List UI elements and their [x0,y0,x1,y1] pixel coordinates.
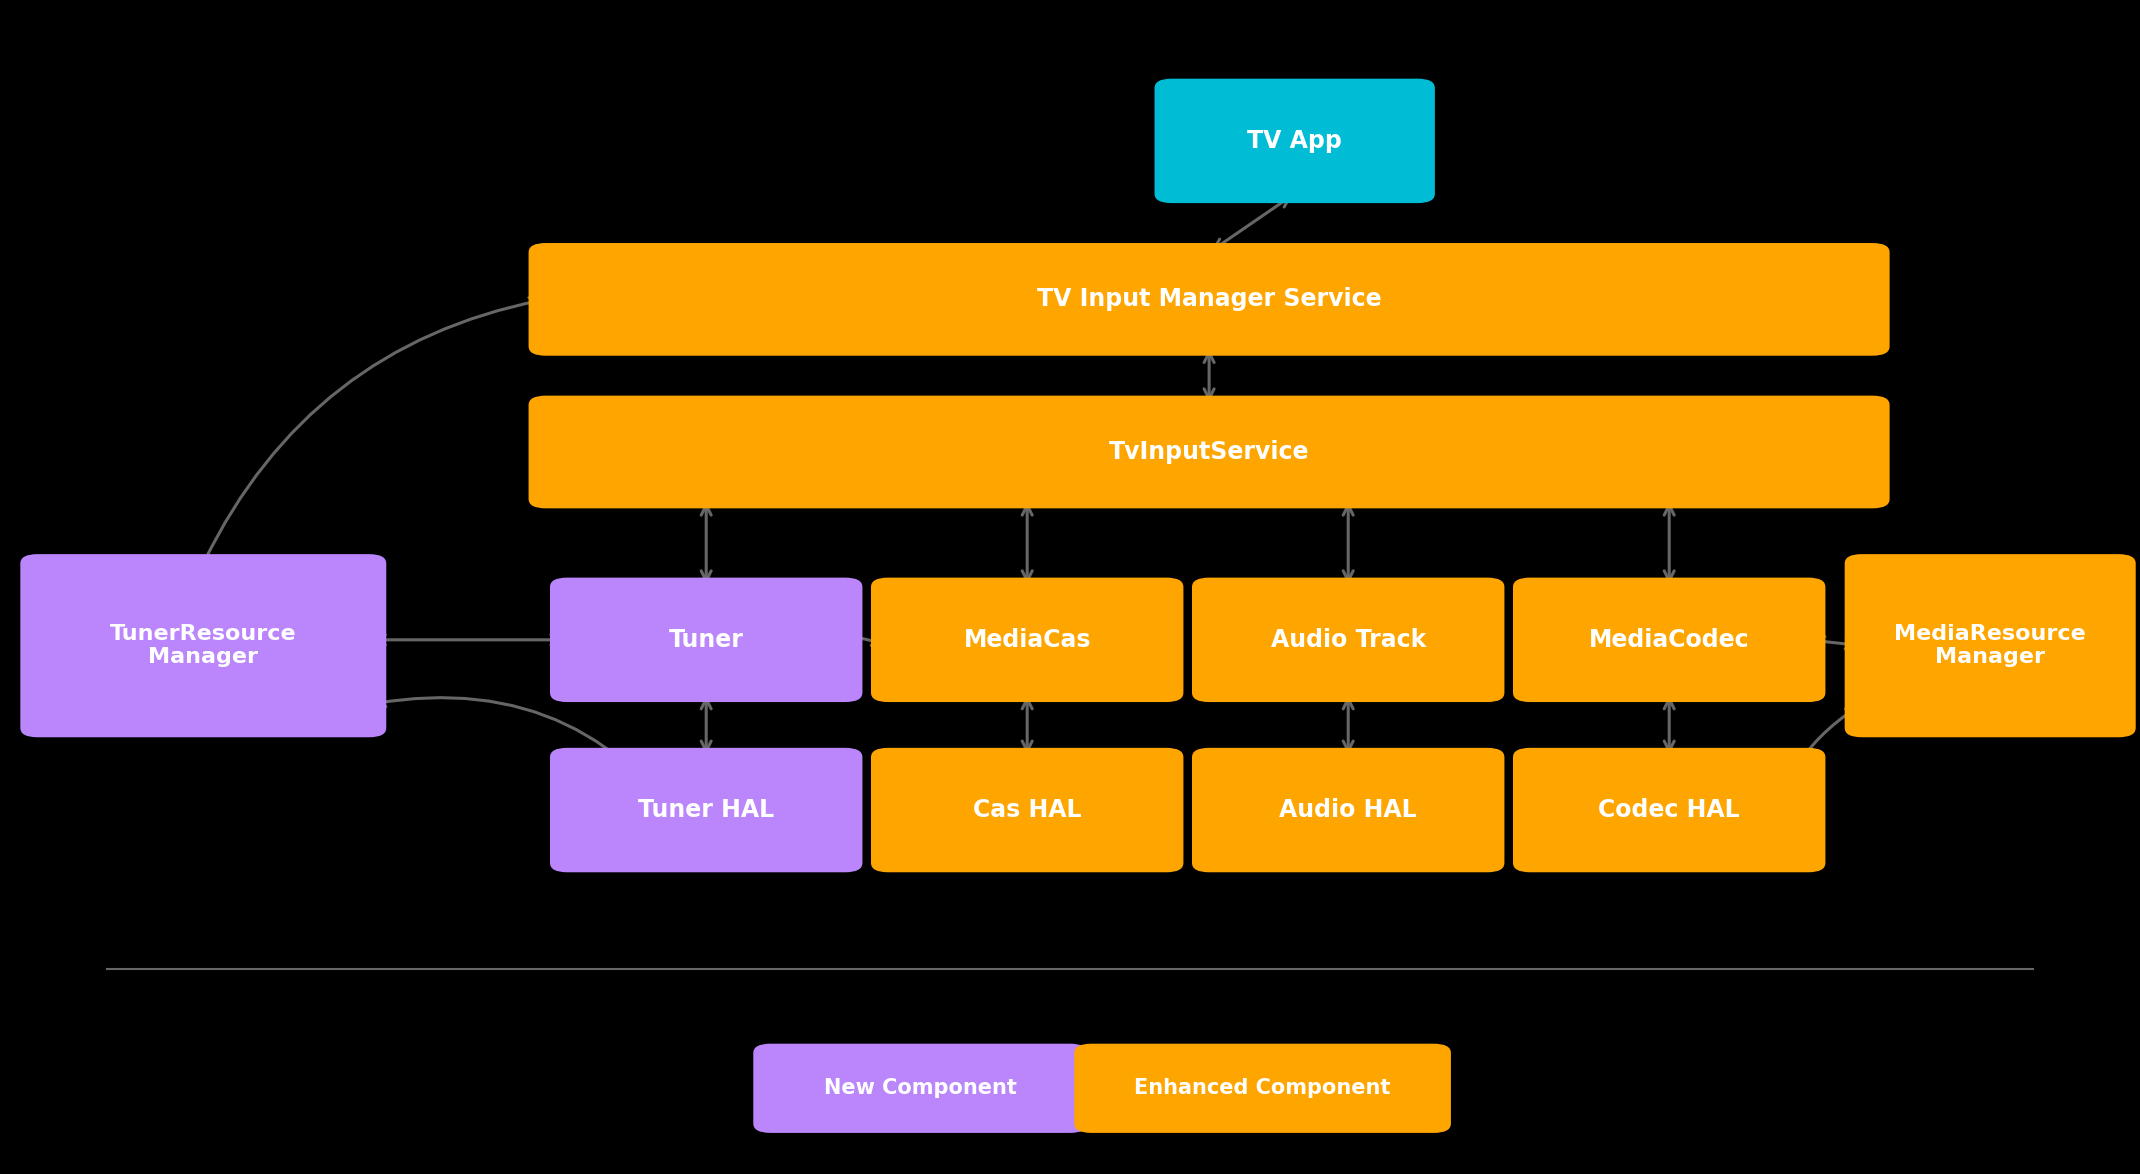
FancyBboxPatch shape [529,396,1890,508]
Text: Tuner: Tuner [670,628,743,652]
Text: New Component: New Component [824,1078,1016,1099]
FancyBboxPatch shape [529,243,1890,356]
FancyBboxPatch shape [1845,554,2136,737]
FancyBboxPatch shape [753,1044,1087,1133]
FancyBboxPatch shape [550,578,862,702]
Text: TvInputService: TvInputService [1109,440,1310,464]
FancyBboxPatch shape [1156,79,1434,203]
FancyBboxPatch shape [21,554,385,737]
Text: Cas HAL: Cas HAL [974,798,1081,822]
Text: Tuner HAL: Tuner HAL [638,798,775,822]
Text: Codec HAL: Codec HAL [1599,798,1740,822]
Text: TV Input Manager Service: TV Input Manager Service [1036,288,1382,311]
Text: Audio Track: Audio Track [1271,628,1425,652]
FancyBboxPatch shape [1192,578,1504,702]
FancyBboxPatch shape [1192,748,1504,872]
Text: MediaCodec: MediaCodec [1588,628,1751,652]
Text: TV App: TV App [1248,129,1342,153]
Text: MediaCas: MediaCas [963,628,1091,652]
Text: Enhanced Component: Enhanced Component [1134,1078,1391,1099]
FancyBboxPatch shape [871,578,1183,702]
FancyBboxPatch shape [1513,578,1825,702]
FancyBboxPatch shape [1074,1044,1451,1133]
Text: Audio HAL: Audio HAL [1280,798,1417,822]
FancyBboxPatch shape [550,748,862,872]
FancyBboxPatch shape [1513,748,1825,872]
FancyBboxPatch shape [871,748,1183,872]
Text: MediaResource
Manager: MediaResource Manager [1894,625,2086,667]
Text: TunerResource
Manager: TunerResource Manager [109,625,297,667]
